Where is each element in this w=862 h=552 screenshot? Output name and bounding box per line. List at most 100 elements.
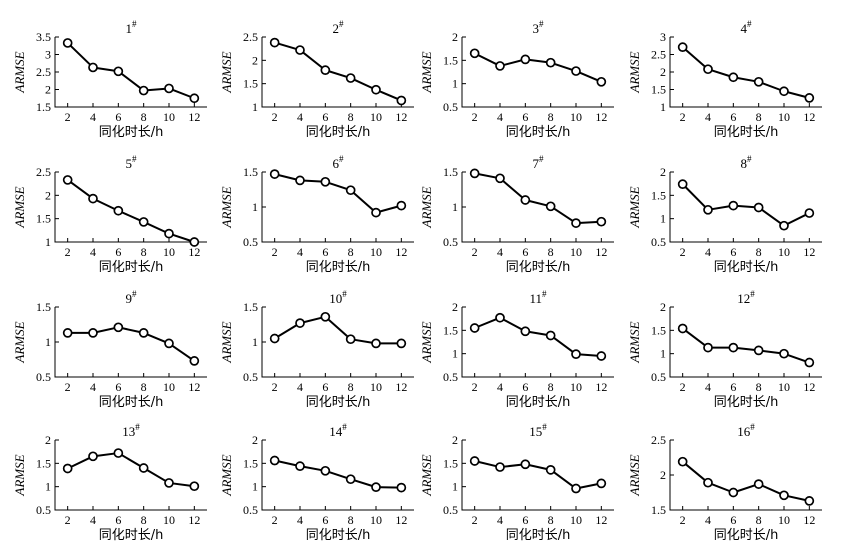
subplot-title-number: 6 [333,156,340,171]
axis-frame [669,37,822,108]
data-point [779,348,789,359]
subplot-title-sup: # [339,154,344,164]
x-tick-label: 12 [188,245,200,259]
data-point [728,200,739,211]
y-tick-label: 0.5 [443,100,458,114]
data-point [320,65,331,75]
x-tick-label: 8 [141,380,147,394]
x-tick-label: 8 [548,513,554,527]
data-point [320,465,331,476]
y-tick-label: 0.5 [243,235,258,249]
x-tick-label: 12 [803,110,815,124]
subplot-title-sup: # [132,289,137,299]
data-point [396,200,407,211]
x-tick-label: 4 [297,245,303,259]
x-tick-label: 2 [680,245,686,259]
subplot-title: 6# [333,154,345,171]
subplot-title: 8# [741,154,753,171]
x-tick-label: 6 [730,380,736,394]
series-line [474,460,602,490]
series-line [474,172,602,225]
x-tick-label: 6 [730,245,736,259]
x-tick-label: 2 [272,245,278,259]
data-point [728,487,739,498]
subplot-title: 16# [737,422,755,439]
x-tick-label: 12 [395,513,407,527]
y-tick-label: 2 [660,468,666,482]
data-point [396,95,407,106]
y-tick-label: 0.5 [651,370,666,384]
x-tick-label: 2 [472,380,478,394]
data-point [804,357,815,368]
x-tick-label: 12 [595,380,607,394]
data-point [596,76,607,87]
subplot-title-number: 16 [737,424,751,439]
x-tick-label: 10 [370,245,382,259]
x-tick-label: 8 [756,245,762,259]
x-tick-label: 12 [803,513,815,527]
data-point [371,338,381,349]
x-tick-label: 12 [595,245,607,259]
x-axis-label: 同化时长/h [306,528,371,543]
data-point [88,328,98,338]
x-axis-label: 同化时长/h [306,125,371,140]
y-tick-label: 1.5 [36,212,51,226]
axis-frame [54,440,207,511]
y-axis-label: ARMSE [12,321,27,363]
data-point [189,481,200,492]
data-point [804,208,815,218]
y-tick-label: 2 [452,300,458,314]
x-axis-label: 同化时长/h [714,260,779,275]
x-tick-label: 2 [680,380,686,394]
x-tick-label: 4 [90,380,96,394]
subplot-title-sup: # [342,289,347,299]
x-tick-label: 4 [90,513,96,527]
x-tick-label: 6 [115,513,121,527]
x-tick-label: 4 [705,513,711,527]
x-tick-label: 4 [497,110,503,124]
subplot-title-number: 2 [333,21,340,36]
x-tick-label: 10 [370,110,382,124]
x-tick-label: 6 [730,110,736,124]
y-axis-label: ARMSE [219,51,234,93]
subplot-title-sup: # [342,422,347,432]
data-point [495,173,505,184]
x-tick-label: 6 [522,245,528,259]
data-point [545,201,556,212]
series-line [274,41,402,102]
y-tick-label: 1.5 [651,503,666,517]
x-tick-label: 8 [348,513,354,527]
subplot-title-number: 4 [741,21,748,36]
y-tick-label: 2 [45,83,51,97]
x-tick-label: 12 [595,110,607,124]
y-axis-label: ARMSE [419,51,434,93]
subplot-title-sup: # [750,289,755,299]
y-axis-label: ARMSE [12,454,27,496]
data-point [371,482,381,492]
data-point [703,64,713,75]
y-axis-label: ARMSE [627,186,642,228]
data-point [164,338,174,349]
x-tick-label: 2 [272,513,278,527]
y-tick-label: 1 [452,77,458,91]
data-point [138,463,149,473]
series-line [681,183,810,227]
x-tick-label: 4 [90,110,96,124]
x-axis-label: 同化时长/h [306,260,371,275]
x-tick-label: 4 [705,245,711,259]
x-tick-label: 8 [548,110,554,124]
data-point [779,220,789,231]
series-line [274,173,402,214]
x-tick-label: 10 [778,110,790,124]
data-point [469,48,480,59]
data-point [62,463,73,474]
subplot-7: 0.5 1 1.5 2 4 6 8 10 12 同化时长/h ARMSE 7# [419,154,614,275]
subplot-title-sup: # [750,422,755,432]
y-tick-label: 1.5 [243,77,258,91]
subplot-title: 15# [529,422,547,439]
y-axis-label: ARMSE [419,321,434,363]
y-tick-label: 0.5 [651,235,666,249]
subplot-title: 5# [126,154,138,171]
subplot-title: 9# [126,289,138,306]
x-tick-label: 12 [188,513,200,527]
